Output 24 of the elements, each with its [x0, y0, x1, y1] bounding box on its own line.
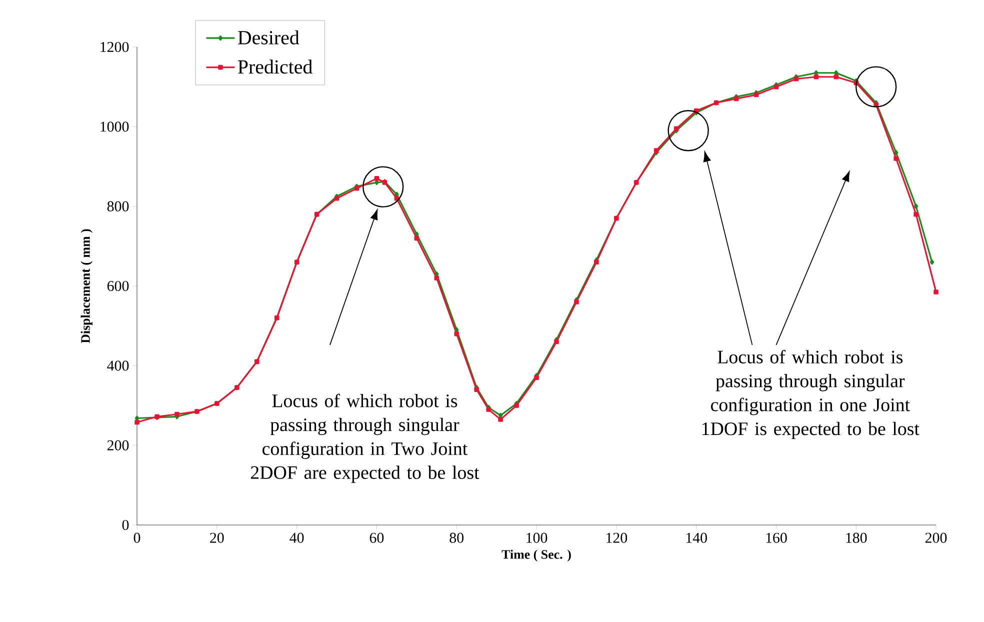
y-tick-label: 1200: [100, 42, 129, 52]
legend-label: Desired: [238, 30, 300, 44]
x-tick-label: 100: [526, 532, 548, 543]
y-axis-title: Displacement ( mm ): [80, 229, 92, 344]
y-tick-label: 200: [107, 440, 129, 450]
x-tick-label: 40: [290, 532, 304, 543]
y-tick-label: 800: [107, 201, 129, 212]
y-tick-label: 400: [107, 360, 129, 371]
x-tick-label: 80: [450, 532, 464, 543]
x-axis-title: Time ( Sec. ): [502, 550, 571, 562]
y-tick-label: 1000: [100, 122, 129, 132]
y-tick-label: 0: [122, 520, 129, 530]
x-tick-label: 20: [210, 532, 224, 543]
x-tick-label: 140: [686, 532, 707, 543]
x-tick-label: 200: [925, 532, 947, 543]
x-tick-label: 160: [766, 532, 787, 543]
legend-label: Predicted: [238, 60, 312, 74]
x-tick-label: 180: [846, 532, 867, 543]
annotation: Locus of which robot is passing through singular configuration in Two Joint 2DOF are expected to be lost: [250, 394, 480, 483]
y-tick-label: 600: [107, 280, 129, 292]
x-tick-label: 60: [370, 532, 384, 543]
annotation: Locus of which robot is passing through singular configuration in one Joint 1DOF is expected to be lost: [702, 350, 920, 440]
x-tick-label: 0: [134, 532, 140, 543]
x-tick-label: 120: [606, 532, 628, 543]
